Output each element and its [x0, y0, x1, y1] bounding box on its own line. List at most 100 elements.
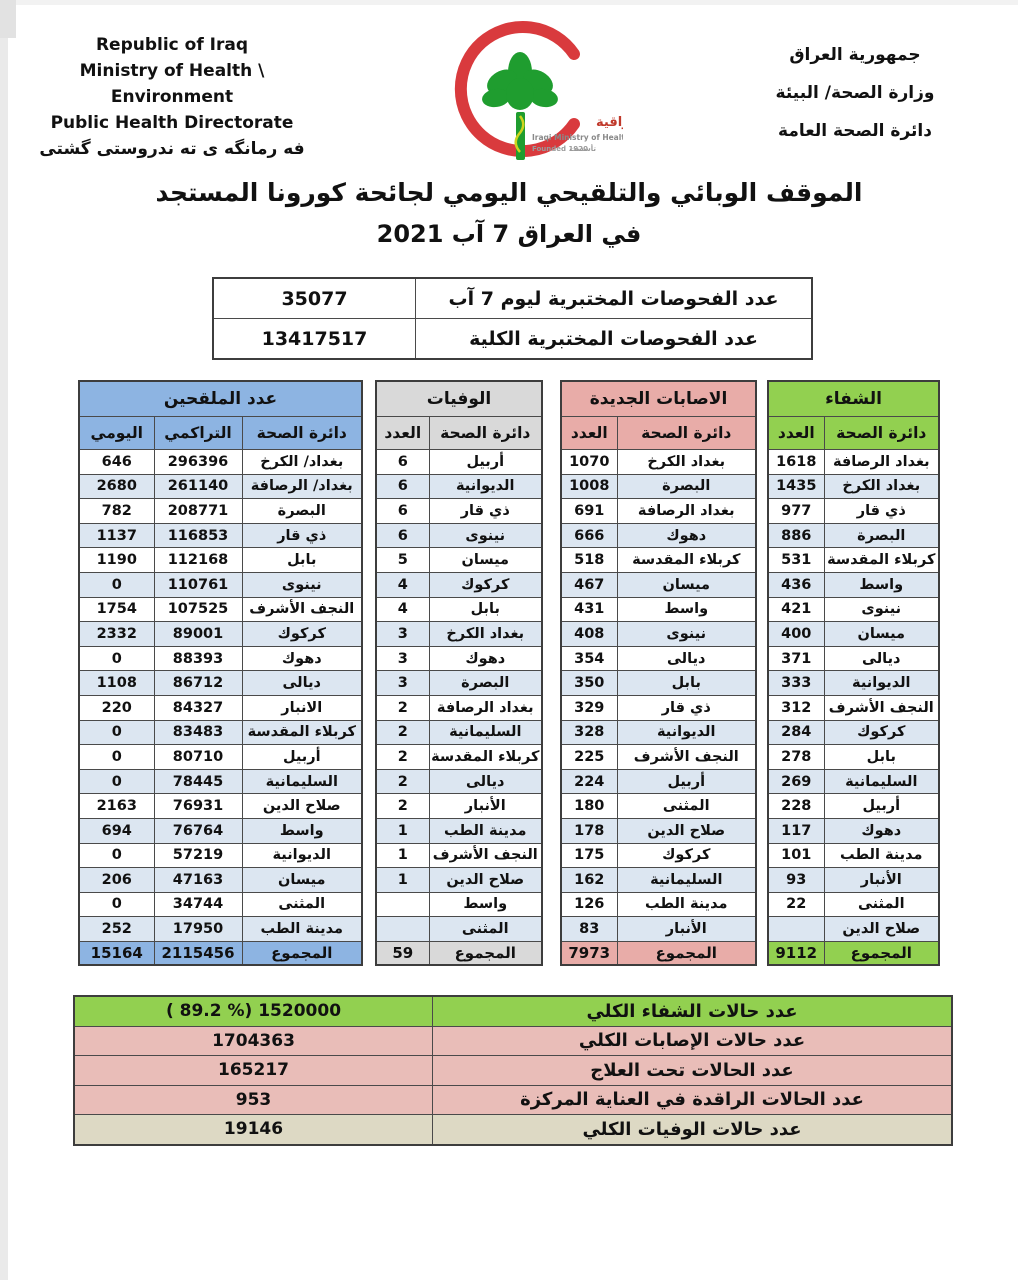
cell-cumulative: 76764: [153, 817, 243, 844]
table-row: صلاح الدين 178: [560, 817, 757, 844]
table-row: بغداد الكرخ 3: [375, 621, 543, 647]
cell-name: المثنى: [241, 891, 363, 918]
total-label: المجموع: [241, 940, 363, 966]
table-row: مدينة الطب 17950 252: [78, 916, 363, 942]
vaccinated-table: عدد الملقحين دائرة الصحة التراكمي اليومي…: [78, 380, 363, 966]
cell-count: 421: [767, 596, 825, 623]
table-row: واسط 431: [560, 596, 757, 623]
cell-name: صلاح الدين: [616, 817, 757, 844]
cell-count: [375, 916, 430, 942]
cell-count: 1435: [767, 473, 825, 500]
cell-count: 180: [560, 793, 618, 819]
table-row: نينوى 408: [560, 621, 757, 647]
table-row: ميسان 467: [560, 571, 757, 598]
cell-daily: 0: [78, 842, 155, 869]
cell-name: الديوانية: [616, 719, 757, 746]
cell-daily: 0: [78, 719, 155, 746]
cell-count: 2: [375, 793, 430, 819]
cell-label: عدد الفحوصات المختبرية ليوم 7 آب: [415, 277, 813, 319]
logo-founded-text: Founded 1920: [532, 145, 588, 153]
cell-label: عدد الحالات الراقدة في العناية المركزة: [432, 1084, 953, 1115]
table-row: عدد الحالات الراقدة في العناية المركزة 95…: [73, 1084, 953, 1115]
col-header-daily: اليومي: [78, 416, 155, 450]
cell-count: 2: [375, 744, 430, 770]
cell-label: عدد الفحوصات المختبرية الكلية: [415, 318, 813, 360]
cell-count: 1008: [560, 473, 618, 500]
total-row: المجموع 2115456 15164: [78, 940, 363, 966]
cell-count: [375, 891, 430, 918]
cell-name: بغداد الرصافة: [428, 694, 543, 721]
cell-daily: 0: [78, 768, 155, 795]
table-row: ذي قار 116853 1137: [78, 522, 363, 549]
cell-label: عدد الحالات تحت العلاج: [432, 1055, 953, 1086]
cell-name: النجف الأشرف: [241, 596, 363, 623]
header-kurdish-line: فه رمانگه ی ته ندروستی گشتی: [39, 139, 305, 159]
cell-name: البصرة: [823, 522, 940, 549]
total-label: المجموع: [616, 940, 757, 966]
table-row: ديالى 371: [767, 645, 940, 672]
table-row: ذي قار 329: [560, 694, 757, 721]
table-row: النجف الأشرف 1: [375, 842, 543, 869]
cell-count: 371: [767, 645, 825, 672]
cell-count: 225: [560, 744, 618, 770]
cell-name: السليمانية: [428, 719, 543, 746]
cell-name: بغداد الكرخ: [823, 473, 940, 500]
cell-name: المثنى: [823, 891, 940, 918]
table-row: كربلاء المقدسة 531: [767, 547, 940, 573]
cell-name: ميسان: [823, 621, 940, 647]
table-row: ديالى 86712 1108: [78, 670, 363, 696]
table-row: صلاح الدين: [767, 916, 940, 942]
cell-label: عدد حالات الشفاء الكلي: [432, 995, 953, 1027]
cell-name: الديوانية: [823, 670, 940, 696]
cell-count: 83: [560, 916, 618, 942]
header-en-line2: Ministry of Health \ Environment: [79, 61, 265, 107]
cell-name: مدينة الطب: [241, 916, 363, 942]
table-row: النجف الأشرف 312: [767, 694, 940, 721]
table-row: واسط 76764 694: [78, 817, 363, 844]
cell-name: مدينة الطب: [823, 842, 940, 869]
cell-name: مدينة الطب: [428, 817, 543, 844]
cell-cumulative: 112168: [153, 547, 243, 573]
table-row: بغداد/ الرصافة 261140 2680: [78, 473, 363, 500]
cell-name: صلاح الدين: [823, 916, 940, 942]
cell-count: 691: [560, 498, 618, 524]
cell-daily: 1190: [78, 547, 155, 573]
cell-name: دهوك: [428, 645, 543, 672]
cell-cumulative: 83483: [153, 719, 243, 746]
table-row: عدد الفحوصات المختبرية الكلية 13417517: [212, 318, 813, 360]
table-row: الديوانية 57219 0: [78, 842, 363, 869]
cell-cumulative: 116853: [153, 522, 243, 549]
cell-count: 6: [375, 449, 430, 475]
cell-name: بابل: [823, 744, 940, 770]
cell-daily: 206: [78, 867, 155, 893]
cell-count: 101: [767, 842, 825, 869]
table-row: أربيل 80710 0: [78, 744, 363, 770]
cell-name: بغداد الكرخ: [428, 621, 543, 647]
table-row: دهوك 88393 0: [78, 645, 363, 672]
table-row: عدد الحالات تحت العلاج 165217: [73, 1055, 953, 1086]
cell-count: 6: [375, 498, 430, 524]
cell-count: 2: [375, 694, 430, 721]
table-row: بغداد الرصافة 1618: [767, 449, 940, 475]
cell-name: الأنبار: [823, 867, 940, 893]
cell-name: أربيل: [616, 768, 757, 795]
cell-count: 977: [767, 498, 825, 524]
cell-name: ديالى: [241, 670, 363, 696]
cell-count: 6: [375, 473, 430, 500]
cell-name: واسط: [241, 817, 363, 844]
palm-tree-icon: [482, 52, 558, 160]
cell-count: 3: [375, 670, 430, 696]
table-row: كربلاء المقدسة 83483 0: [78, 719, 363, 746]
table-row: بغداد الرصافة 2: [375, 694, 543, 721]
cell-name: الديوانية: [428, 473, 543, 500]
cell-name: كربلاء المقدسة: [823, 547, 940, 573]
ministry-logo-icon: وزارة الصحة العراقية Iraqi Ministry of H…: [454, 21, 731, 160]
new-infections-table: الاصابات الجديدة دائرة الصحة العدد بغداد…: [560, 380, 757, 966]
table-row: البصرة 208771 782: [78, 498, 363, 524]
cell-count: 1: [375, 842, 430, 869]
cell-name: بابل: [241, 547, 363, 573]
table-row: ميسان 47163 206: [78, 867, 363, 893]
table-row: نينوى 6: [375, 522, 543, 549]
cell-label: عدد حالات الإصابات الكلي: [432, 1025, 953, 1056]
cell-name: ميسان: [241, 867, 363, 893]
